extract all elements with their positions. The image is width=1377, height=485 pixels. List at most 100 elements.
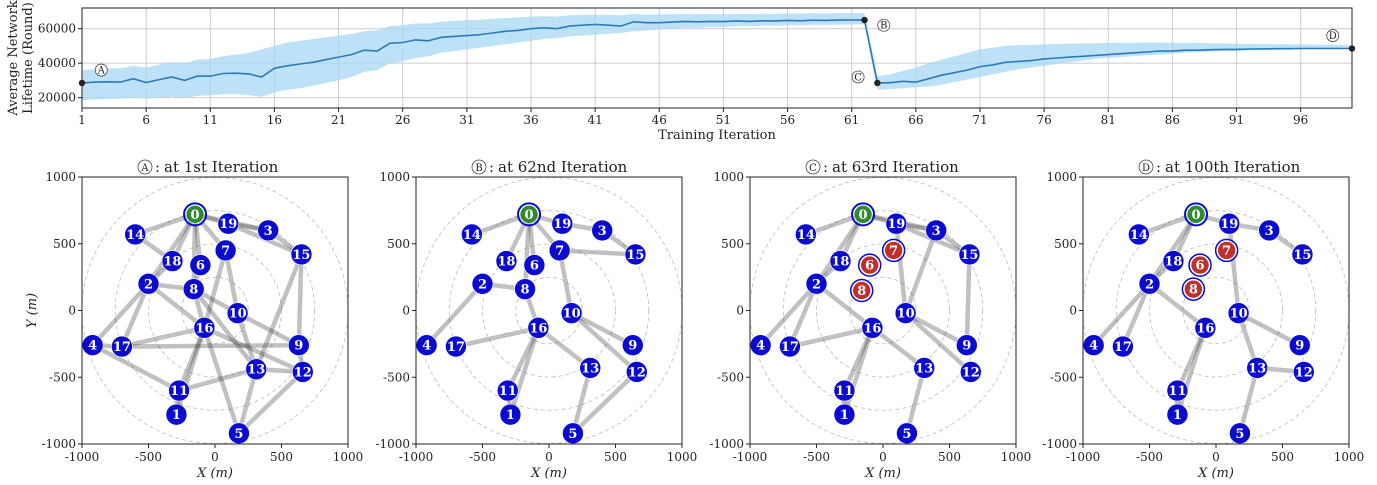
route-edge: [121, 327, 205, 347]
active-node: [182, 278, 205, 300]
route-edge: [509, 328, 541, 392]
node-id-label: 5: [1235, 427, 1244, 442]
x-tick-label: 71: [972, 113, 987, 127]
active-node: [779, 335, 801, 358]
route-edge: [426, 283, 483, 346]
route-edge: [538, 327, 591, 369]
route-edge: [1121, 283, 1150, 347]
active-node: [885, 212, 908, 235]
route-edge: [239, 372, 305, 435]
y-tick-label: 0: [402, 304, 410, 318]
route-edge: [845, 328, 875, 392]
node-id-label: 16: [195, 321, 213, 336]
range-circle: [782, 210, 984, 411]
active-node: [551, 212, 574, 235]
active-node: [913, 357, 936, 379]
node-id-label: 4: [1089, 339, 1098, 354]
node-id-label: 10: [229, 307, 247, 322]
y-tick-label: -1000: [1042, 437, 1077, 451]
node-id-label: 7: [1222, 244, 1231, 259]
active-node: [193, 317, 216, 339]
route-edge: [1094, 284, 1152, 347]
active-node: [579, 357, 602, 379]
route-edge: [147, 284, 205, 329]
x-tick-label: 66: [908, 113, 923, 127]
route-edge: [815, 284, 873, 329]
node-id-label: 15: [626, 248, 644, 263]
x-tick-label: 46: [652, 113, 667, 127]
route-edge: [906, 311, 973, 371]
route-edge: [456, 329, 539, 349]
active-node: [894, 302, 917, 324]
route-edge: [507, 327, 539, 391]
route-edge: [905, 313, 967, 347]
x-tick-label: 76: [1036, 113, 1051, 127]
active-node: [1227, 302, 1250, 324]
route-edge: [789, 326, 873, 347]
route-edge: [572, 371, 638, 434]
route-edge: [1230, 223, 1241, 314]
x-axis-label: X (m): [530, 466, 567, 481]
route-edge: [508, 327, 538, 415]
x-tick-label: -1000: [1066, 450, 1101, 464]
route-edge: [790, 283, 818, 348]
node-id-label: 11: [1168, 384, 1186, 399]
route-edge: [814, 213, 862, 284]
node-id-label: 0: [191, 208, 200, 223]
route-edge: [121, 283, 149, 347]
node-id-label: 7: [555, 244, 564, 259]
route-edge: [523, 214, 529, 290]
node-id-label: 18: [497, 255, 515, 270]
node-id-label: 11: [835, 384, 853, 399]
active-node: [217, 212, 240, 235]
x-tick-label: 16: [267, 113, 282, 127]
route-edge: [787, 282, 816, 346]
route-edge: [571, 312, 633, 346]
range-circle: [448, 210, 650, 411]
route-edge: [1124, 284, 1152, 348]
range-circle: [114, 210, 316, 411]
y-tick-label: 0: [68, 304, 76, 318]
panel-marker-circle: [805, 159, 821, 175]
route-edge: [844, 328, 874, 416]
active-node: [1291, 243, 1314, 266]
route-edge: [1237, 367, 1256, 433]
active-node: [168, 379, 190, 402]
route-edge: [510, 327, 539, 415]
x-axis-label: X (m): [1197, 466, 1234, 481]
active-node: [829, 250, 852, 272]
active-node: [461, 223, 483, 246]
dead-node: [1190, 255, 1210, 275]
node-id-label: 1: [1173, 408, 1182, 423]
route-edge: [204, 327, 303, 373]
y-tick-label: -500: [49, 370, 76, 384]
x-tick-label: 1000: [333, 450, 364, 464]
route-edge: [572, 311, 634, 344]
x-tick-label: 1000: [667, 450, 698, 464]
route-edge: [903, 229, 935, 313]
node-id-label: 6: [1196, 259, 1205, 274]
route-edge: [179, 328, 206, 392]
active-node: [560, 302, 583, 324]
x-tick-label: 0: [545, 450, 553, 464]
panel-marker-label: C: [809, 163, 817, 174]
route-edge: [1149, 282, 1207, 328]
panel-title-colon: :: [489, 158, 494, 176]
route-edge: [1149, 214, 1197, 285]
sink-ring: [517, 202, 542, 227]
route-edge: [906, 311, 968, 344]
route-edge: [1148, 284, 1205, 330]
node-id-label: 1: [506, 408, 515, 423]
active-node: [111, 335, 133, 358]
route-edge: [91, 346, 179, 393]
node-id-label: 9: [962, 339, 971, 354]
route-edge: [427, 284, 484, 347]
route-edge: [570, 314, 633, 348]
x-tick-label: 41: [587, 113, 602, 127]
route-edge: [238, 369, 257, 434]
route-edge: [559, 249, 636, 254]
node-id-label: 11: [499, 384, 517, 399]
